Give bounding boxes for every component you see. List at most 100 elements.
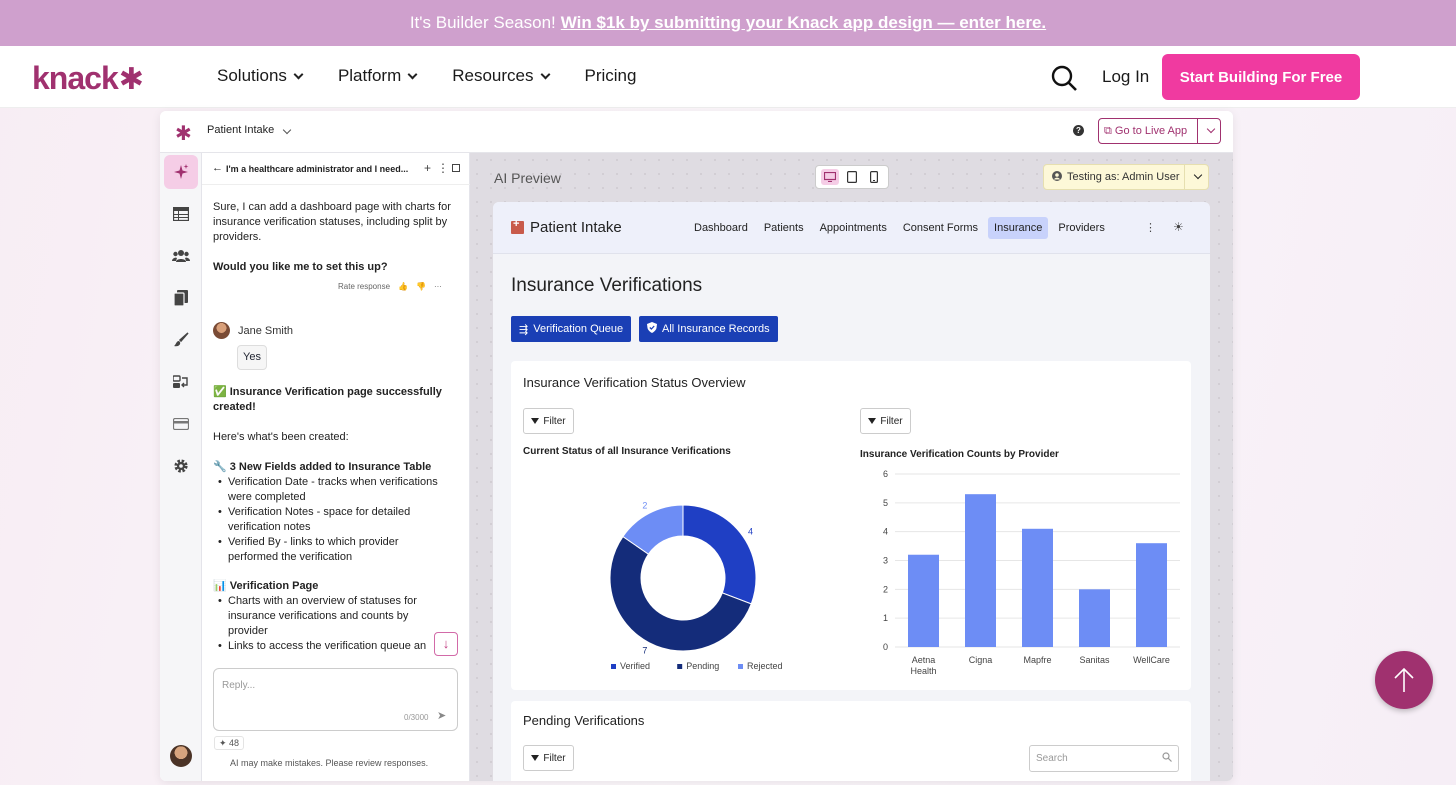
hospital-icon bbox=[511, 218, 524, 234]
chevron-down-icon bbox=[1206, 124, 1215, 134]
legend-label: Pending bbox=[686, 661, 719, 671]
promo-banner: It's Builder Season! Win $1k by submitti… bbox=[0, 0, 1456, 46]
queue-icon: ⇶ bbox=[519, 323, 529, 336]
app-window: ✱ Patient Intake ? ⧉ Go to Live App bbox=[160, 111, 1233, 781]
chevron-down-icon bbox=[1193, 170, 1203, 180]
settings-gear-icon[interactable] bbox=[164, 449, 198, 483]
nav-item-platform[interactable]: Platform bbox=[338, 66, 418, 86]
banner-link[interactable]: Win $1k by submitting your Knack app des… bbox=[560, 13, 1047, 32]
y-tick-label: 6 bbox=[883, 469, 888, 479]
chat-header: ← I'm a healthcare administrator and I n… bbox=[202, 153, 470, 185]
legend-swatch bbox=[677, 664, 683, 669]
tab-dashboard[interactable]: Dashboard bbox=[694, 222, 748, 234]
desktop-icon[interactable] bbox=[821, 169, 839, 185]
help-icon[interactable]: ? bbox=[1073, 125, 1084, 136]
paintbrush-icon[interactable] bbox=[164, 323, 198, 357]
page-heading: 📊 Verification Page bbox=[213, 580, 319, 592]
more-tabs-icon[interactable]: ⋮ bbox=[1145, 222, 1156, 234]
live-app-dropdown[interactable] bbox=[1197, 119, 1220, 143]
send-icon[interactable]: ➤ bbox=[437, 710, 447, 722]
chevron-down-icon bbox=[407, 69, 418, 79]
nav-item-pricing[interactable]: Pricing bbox=[584, 66, 637, 85]
legend-label: Rejected bbox=[747, 661, 783, 671]
filter-button[interactable]: Filter bbox=[523, 408, 574, 434]
thumbs-down-icon[interactable]: 👎 bbox=[416, 282, 426, 291]
search-placeholder: Search bbox=[1036, 753, 1068, 764]
pending-card-title: Pending Verifications bbox=[523, 713, 645, 728]
scroll-to-top-button[interactable] bbox=[1375, 651, 1433, 709]
scroll-down-button[interactable]: ↓ bbox=[434, 632, 458, 656]
new-chat-icon[interactable]: + bbox=[424, 161, 432, 175]
verification-queue-button[interactable]: ⇶ Verification Queue bbox=[511, 316, 632, 342]
overview-card-title: Insurance Verification Status Overview bbox=[523, 375, 746, 390]
reply-placeholder: Reply... bbox=[222, 680, 256, 691]
user-message-header: Jane Smith bbox=[213, 322, 293, 339]
tab-insurance[interactable]: Insurance bbox=[988, 217, 1049, 239]
tablet-icon[interactable] bbox=[843, 169, 861, 185]
all-insurance-records-button[interactable]: All Insurance Records bbox=[639, 316, 778, 342]
testing-dropdown[interactable] bbox=[1184, 165, 1208, 189]
payments-icon[interactable] bbox=[164, 407, 198, 441]
tab-consent-forms[interactable]: Consent Forms bbox=[902, 222, 979, 234]
status-overview-card: Insurance Verification Status Overview F… bbox=[511, 361, 1191, 690]
fields-heading: 🔧 3 New Fields added to Insurance Table bbox=[213, 461, 432, 473]
bar-aetna-health bbox=[908, 554, 939, 647]
search-icon[interactable] bbox=[1050, 64, 1078, 92]
user-reply-bubble: Yes bbox=[237, 345, 267, 370]
back-arrow-icon[interactable]: ← bbox=[212, 162, 223, 174]
start-building-button[interactable]: Start Building For Free bbox=[1162, 54, 1360, 100]
app-selector[interactable]: Patient Intake bbox=[207, 124, 292, 136]
go-to-live-app-button[interactable]: ⧉ Go to Live App bbox=[1098, 118, 1221, 144]
tab-patients[interactable]: Patients bbox=[763, 222, 804, 234]
tab-appointments[interactable]: Appointments bbox=[819, 222, 887, 234]
ai-sparkle-icon[interactable] bbox=[164, 155, 198, 189]
assistant-message: Sure, I can add a dashboard page with ch… bbox=[213, 201, 451, 243]
tab-providers[interactable]: Providers bbox=[1058, 222, 1105, 234]
donut-slice-rejected bbox=[622, 504, 684, 555]
site-nav: knack✱ Solutions Platform Resources Pric… bbox=[0, 46, 1456, 108]
nav-item-resources[interactable]: Resources bbox=[452, 66, 550, 86]
x-tick-label: Aetna bbox=[912, 655, 936, 665]
pending-verifications-card: Pending Verifications Filter Search bbox=[511, 701, 1191, 781]
success-message: ✅ Insurance Verification page successful… bbox=[213, 386, 442, 413]
donut-slice-verified bbox=[682, 504, 757, 605]
shield-icon bbox=[647, 322, 657, 336]
mobile-icon[interactable] bbox=[865, 169, 883, 185]
ai-credits-badge: ✦ 48 bbox=[214, 736, 245, 750]
filter-button[interactable]: Filter bbox=[523, 745, 574, 771]
chevron-down-icon bbox=[540, 69, 550, 79]
chevron-down-icon bbox=[293, 69, 304, 79]
y-tick-label: 0 bbox=[883, 642, 888, 652]
user-avatar[interactable] bbox=[170, 745, 192, 767]
page-title: Insurance Verifications bbox=[511, 275, 703, 296]
flows-icon[interactable] bbox=[164, 365, 198, 399]
arrow-up-icon bbox=[1394, 667, 1414, 692]
reply-input[interactable]: Reply... 0/3000 ➤ bbox=[213, 668, 458, 731]
testing-as-selector[interactable]: Testing as: Admin User bbox=[1043, 164, 1209, 190]
table-icon[interactable] bbox=[164, 197, 198, 231]
knack-star-icon[interactable]: ✱ bbox=[175, 123, 192, 145]
knack-logo[interactable]: knack✱ bbox=[32, 60, 144, 96]
more-options-icon[interactable]: ⋮ bbox=[437, 161, 449, 175]
thumbs-up-icon[interactable]: 👍 bbox=[398, 282, 408, 291]
nav-item-solutions[interactable]: Solutions bbox=[217, 66, 304, 86]
nav-menu: Solutions Platform Resources Pricing bbox=[217, 66, 636, 86]
x-tick-label: Cigna bbox=[969, 655, 993, 665]
page-list: Charts with an overview of statuses fori… bbox=[213, 594, 463, 654]
bar-mapfre bbox=[1022, 528, 1053, 647]
filter-button[interactable]: Filter bbox=[860, 408, 911, 434]
theme-sun-icon[interactable]: ☀ bbox=[1173, 220, 1184, 234]
x-tick-label: WellCare bbox=[1133, 655, 1170, 665]
pages-icon[interactable] bbox=[164, 281, 198, 315]
donut-slice-pending bbox=[609, 535, 752, 652]
users-icon[interactable] bbox=[164, 239, 198, 273]
ai-chat-panel: ← I'm a healthcare administrator and I n… bbox=[202, 153, 470, 781]
search-input[interactable]: Search bbox=[1029, 745, 1179, 772]
panel-toggle-icon[interactable] bbox=[452, 164, 460, 172]
banner-text: It's Builder Season! bbox=[409, 13, 556, 32]
bar-chart-title: Insurance Verification Counts by Provide… bbox=[860, 449, 1059, 460]
y-tick-label: 5 bbox=[883, 498, 888, 508]
login-link[interactable]: Log In bbox=[1102, 67, 1150, 86]
list-item: Verification Notes - space for detailedv… bbox=[213, 505, 463, 535]
more-icon[interactable]: ··· bbox=[433, 282, 442, 291]
